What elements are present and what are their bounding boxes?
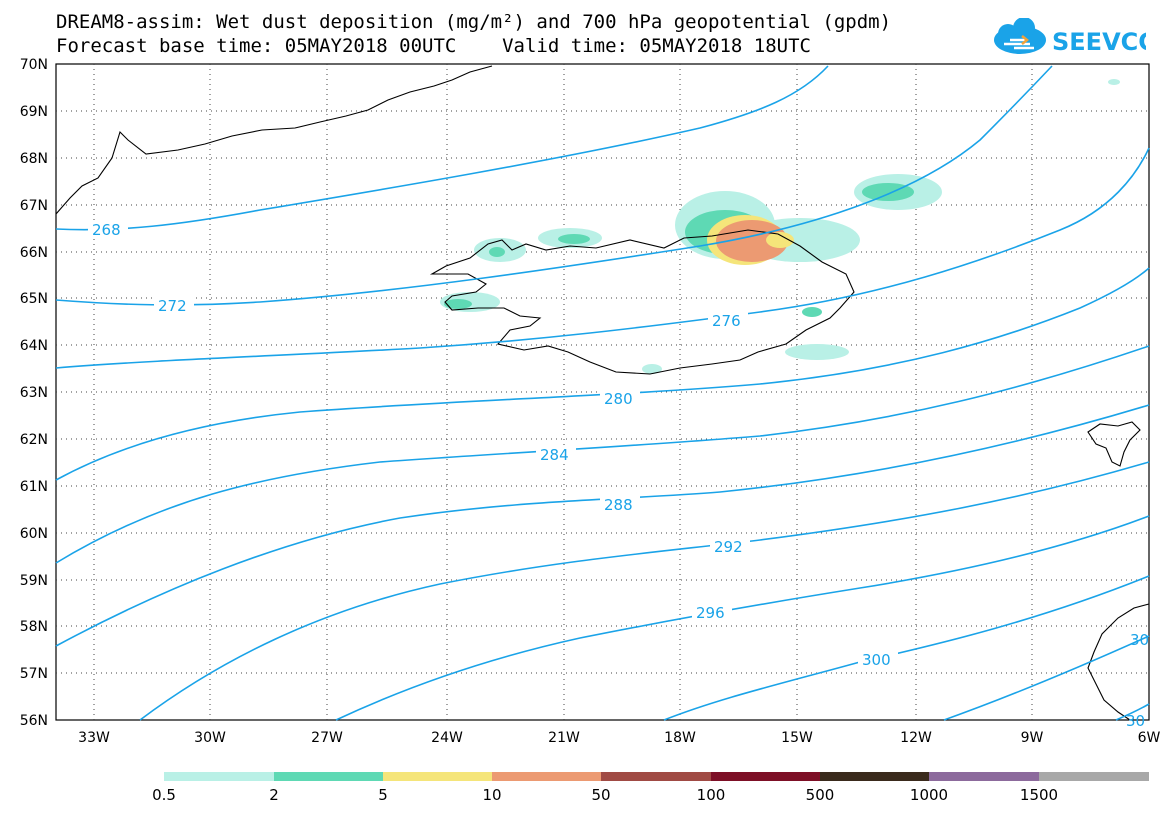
lon-label: 21W <box>548 730 580 746</box>
contour-label-276: 276 <box>712 312 741 330</box>
scotland-coast <box>1087 603 1150 721</box>
lat-label: 66N <box>20 245 48 261</box>
contour-304a <box>943 635 1150 721</box>
legend-label: 1000 <box>910 786 948 804</box>
latitude-labels: 70N 69N 68N 67N 66N 65N 64N 63N 62N 61N … <box>20 57 48 729</box>
contour-label-296: 296 <box>696 604 725 622</box>
lon-label: 33W <box>78 730 110 746</box>
dust-deposition-field <box>440 79 1120 374</box>
legend-swatch <box>492 772 601 781</box>
legend-swatch <box>711 772 820 781</box>
lat-label: 64N <box>20 338 48 354</box>
lon-label: 6W <box>1138 730 1161 746</box>
lon-label: 27W <box>311 730 343 746</box>
lat-label: 62N <box>20 432 48 448</box>
lat-label: 70N <box>20 57 48 73</box>
legend-swatch <box>601 772 711 781</box>
legend-swatch <box>820 772 929 781</box>
lat-label: 59N <box>20 573 48 589</box>
lon-label: 9W <box>1021 730 1044 746</box>
legend-swatch <box>274 772 383 781</box>
contour-268 <box>55 65 829 231</box>
contour-284 <box>55 345 1150 564</box>
contour-272 <box>55 65 1053 306</box>
color-legend: 0.5 2 5 10 50 100 500 1000 1500 <box>152 772 1149 804</box>
lat-label: 68N <box>20 151 48 167</box>
lat-label: 57N <box>20 666 48 682</box>
lon-label: 24W <box>431 730 463 746</box>
contour-label-304-lower: 30 <box>1126 712 1145 730</box>
legend-swatch <box>164 772 274 781</box>
contour-label-304-upper: 30 <box>1130 631 1149 649</box>
legend-label: 0.5 <box>152 786 176 804</box>
lat-label: 61N <box>20 479 48 495</box>
contour-label-300: 300 <box>862 651 891 669</box>
lon-label: 15W <box>781 730 813 746</box>
contour-label-292: 292 <box>714 538 743 556</box>
contour-280 <box>55 267 1150 481</box>
lat-label: 65N <box>20 291 48 307</box>
logo-text: SEEVCCC <box>1052 28 1146 56</box>
contour-label-284: 284 <box>540 446 569 464</box>
legend-label: 2 <box>269 786 279 804</box>
contour-276 <box>55 147 1150 369</box>
contour-label-268: 268 <box>92 221 121 239</box>
lat-label: 60N <box>20 526 48 542</box>
contour-label-280: 280 <box>604 390 633 408</box>
faroe-islands-coast <box>1087 421 1141 467</box>
graticule <box>56 64 1149 720</box>
contour-label-272: 272 <box>158 297 187 315</box>
greenland-coast <box>55 65 493 215</box>
lat-label: 69N <box>20 104 48 120</box>
lat-label: 56N <box>20 713 48 729</box>
lon-label: 30W <box>194 730 226 746</box>
legend-swatch <box>929 772 1039 781</box>
contour-292 <box>139 461 1150 721</box>
legend-label: 10 <box>482 786 501 804</box>
longitude-labels: 33W 30W 27W 24W 21W 18W 15W 12W 9W 6W <box>78 730 1160 746</box>
legend-swatch <box>383 772 492 781</box>
legend-swatch <box>1039 772 1149 781</box>
chart-title: DREAM8-assim: Wet dust deposition (mg/m²… <box>56 11 892 33</box>
legend-label: 100 <box>697 786 726 804</box>
legend-label: 5 <box>378 786 388 804</box>
contour-labels: 268 272 276 280 284 288 292 296 300 30 3… <box>88 220 1149 730</box>
lon-label: 12W <box>900 730 932 746</box>
lon-label: 18W <box>664 730 696 746</box>
lat-label: 63N <box>20 385 48 401</box>
legend-label: 1500 <box>1020 786 1058 804</box>
legend-label: 50 <box>591 786 610 804</box>
contour-288 <box>55 404 1150 647</box>
chart-subtitle: Forecast base time: 05MAY2018 00UTC Vali… <box>56 35 811 57</box>
contour-label-288: 288 <box>604 496 633 514</box>
lat-label: 58N <box>20 619 48 635</box>
legend-label: 500 <box>806 786 835 804</box>
seevccc-logo: SEEVCCC <box>994 18 1146 56</box>
cloud-icon <box>994 18 1046 54</box>
contour-304b <box>1115 703 1150 721</box>
lat-label: 67N <box>20 198 48 214</box>
